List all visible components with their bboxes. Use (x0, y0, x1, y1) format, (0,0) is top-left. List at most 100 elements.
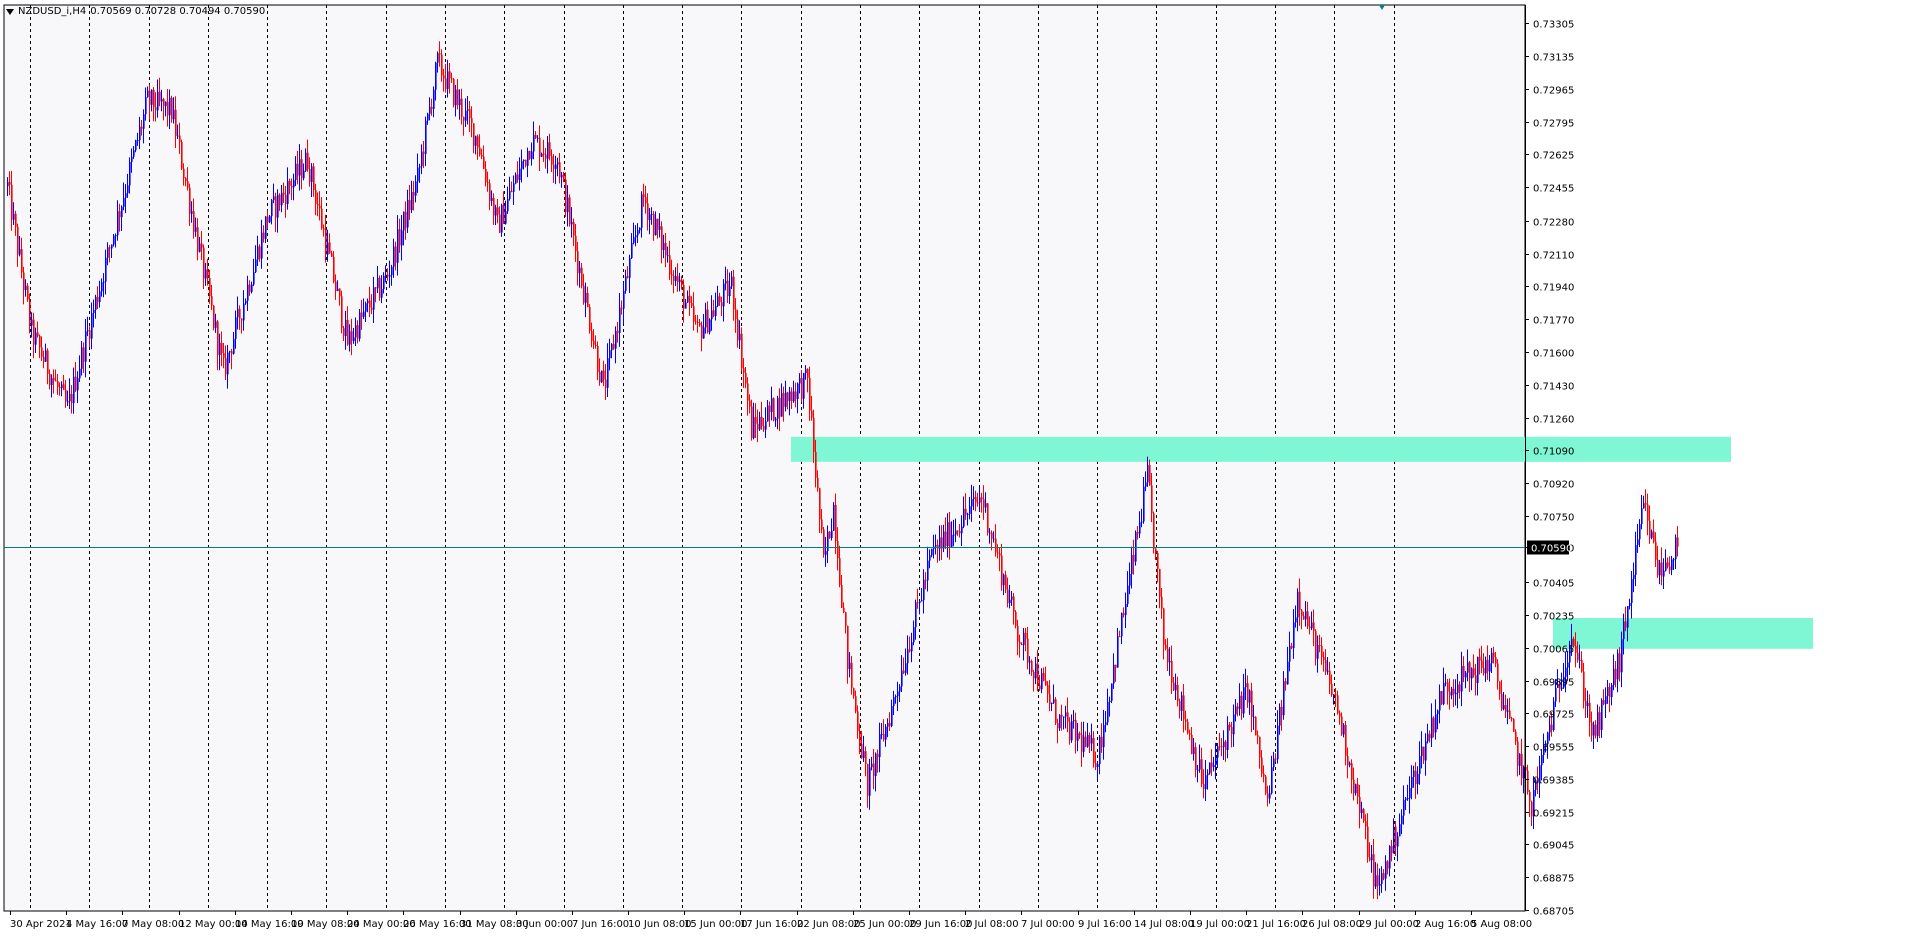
candle-body (747, 383, 749, 401)
candle-body (485, 168, 487, 183)
candle-body (813, 417, 815, 452)
candle-body (1475, 675, 1477, 684)
candle-body (1601, 700, 1603, 731)
candle-body (1047, 685, 1049, 695)
candle-body (1407, 798, 1409, 800)
candle-body (653, 214, 655, 236)
candle-body (353, 337, 355, 341)
candle-body (803, 373, 805, 399)
candle-body (121, 206, 123, 218)
time-tick-label: 3 Jun 00:00 (516, 919, 573, 930)
dropdown-arrow-icon[interactable] (6, 8, 14, 15)
candle-body (1401, 815, 1403, 825)
candle-body (1233, 714, 1235, 735)
candle-body (771, 398, 773, 412)
candle-body (1607, 687, 1609, 697)
candle-body (1187, 721, 1189, 734)
candle-body (1147, 465, 1149, 483)
candle-body (89, 330, 91, 339)
candle-body (1117, 636, 1119, 668)
candle-body (39, 335, 41, 348)
price-tick-label: 0.69895 (1533, 678, 1574, 689)
candle-body (217, 321, 219, 355)
candle-body (1437, 710, 1439, 715)
candle-body (409, 199, 411, 210)
candle-body (433, 89, 435, 109)
candle-body (849, 662, 851, 670)
time-tick-label: 26 May 16:00 (403, 919, 472, 930)
candle-body (931, 548, 933, 556)
candle-body (303, 170, 305, 179)
candle-body (1019, 641, 1021, 644)
price-tick-label: 0.69725 (1533, 710, 1574, 721)
candle-body (557, 162, 559, 165)
candle-body (189, 187, 191, 214)
candle-body (869, 767, 871, 796)
candle-body (1031, 661, 1033, 672)
candle-body (1299, 591, 1301, 611)
candle-body (1611, 684, 1613, 698)
candle-body (1363, 809, 1365, 822)
candle-body (909, 649, 911, 652)
candle-body (1001, 555, 1003, 586)
candle-body (953, 534, 955, 536)
candle-body (735, 309, 737, 320)
candle-body (91, 313, 93, 339)
candle-body (709, 319, 711, 333)
price-tick-label: 0.72280 (1533, 218, 1574, 229)
candle-body (337, 288, 339, 291)
supply-demand-zone-1 (791, 436, 1731, 462)
candle-body (459, 98, 461, 106)
candle-body (365, 303, 367, 312)
candle-body (1053, 699, 1055, 703)
candle-body (231, 351, 233, 354)
candle-body (339, 288, 341, 297)
candle-body (383, 275, 385, 290)
candle-body (795, 391, 797, 400)
candle-body (221, 342, 223, 354)
candle-body (1269, 793, 1271, 799)
candle-body (1669, 566, 1671, 571)
candle-body (1293, 622, 1295, 649)
candle-body (1489, 663, 1491, 672)
candle-body (1267, 793, 1269, 799)
candle-body (683, 285, 685, 309)
candle-body (1583, 671, 1585, 701)
candle-body (79, 368, 81, 379)
candle-body (927, 560, 929, 581)
candle-body (693, 306, 695, 322)
price-tick-label: 0.73135 (1533, 53, 1574, 64)
candle-body (633, 237, 635, 243)
price-tick-label: 0.71770 (1533, 316, 1574, 327)
candle-body (1275, 758, 1277, 760)
candle-body (815, 451, 817, 478)
candle-body (141, 126, 143, 129)
candle-body (833, 504, 835, 531)
candle-body (1111, 683, 1113, 701)
candle-body (1077, 733, 1079, 741)
price-tick-label: 0.71090 (1533, 447, 1574, 458)
candle-body (659, 226, 661, 230)
candle-body (631, 242, 633, 258)
candle-body (1355, 784, 1357, 794)
candle-body (1493, 652, 1495, 658)
candle-body (371, 307, 373, 310)
candle-body (1245, 683, 1247, 688)
candle-body (879, 734, 881, 758)
candle-body (1671, 559, 1673, 571)
candle-body (85, 331, 87, 362)
candle-body (1517, 741, 1519, 766)
candle-body (867, 764, 869, 796)
candle-body (841, 584, 843, 608)
candle-body (657, 218, 659, 230)
candle-body (857, 711, 859, 732)
candle-body (131, 156, 133, 162)
candle-body (143, 114, 145, 129)
candle-body (505, 211, 507, 224)
candle-body (1099, 736, 1101, 765)
candle-body (1521, 753, 1523, 779)
candle-body (27, 285, 29, 300)
candle-body (1637, 539, 1639, 545)
